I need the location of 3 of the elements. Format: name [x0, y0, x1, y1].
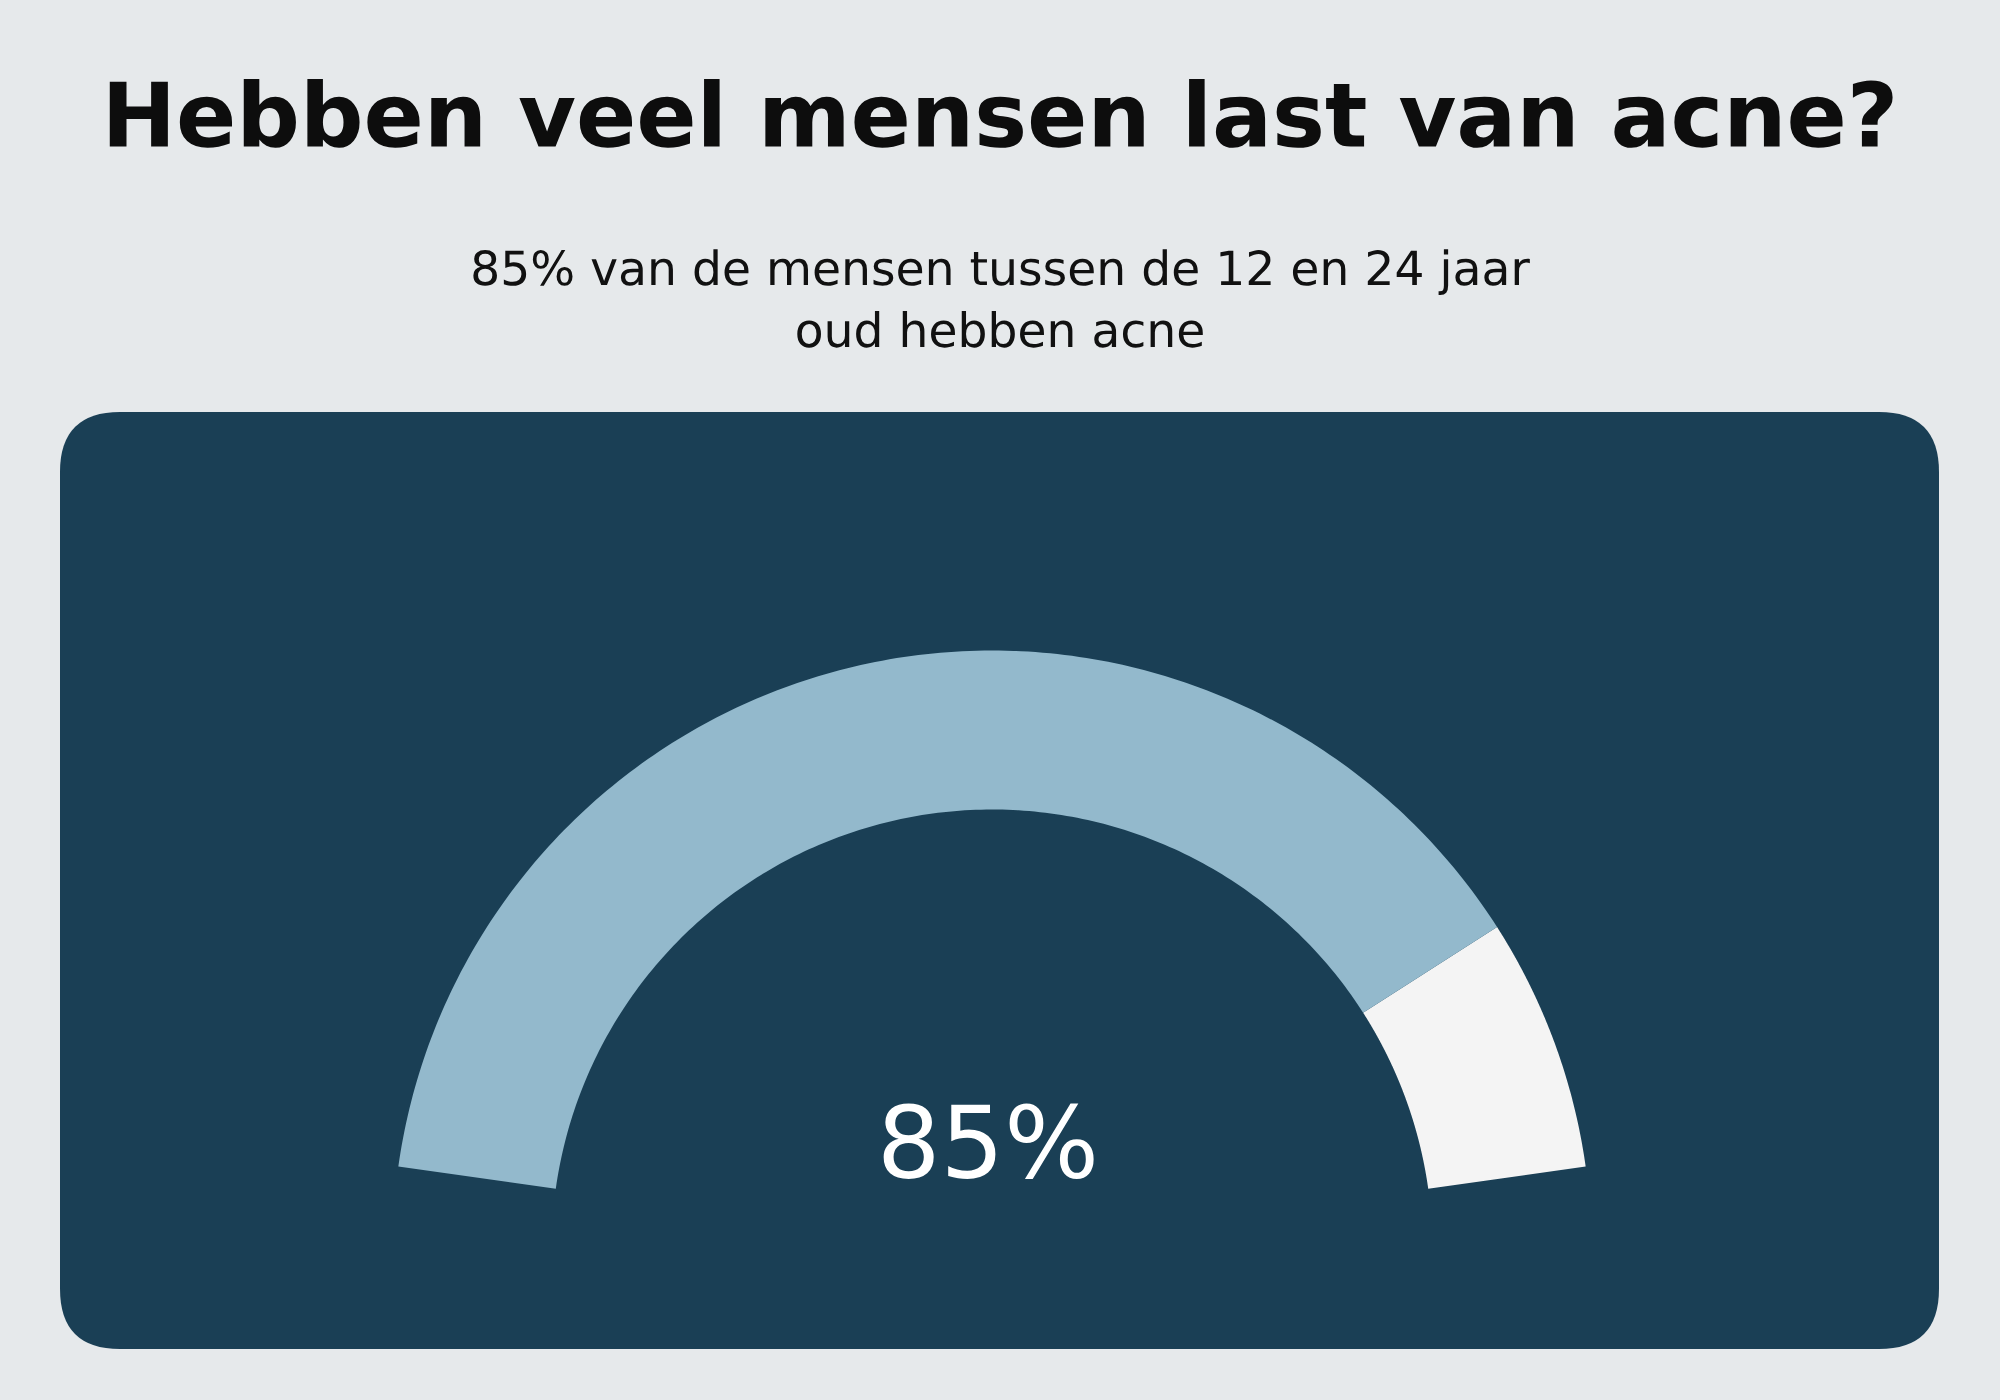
- chart-subtitle: 85% van de mensen tussen de 12 en 24 jaar oud hebben acne: [473, 249, 1530, 348]
- data-label: 85%: [883, 1103, 1094, 1180]
- chart-title: Hebben veel mensen last van acne?: [109, 78, 1893, 148]
